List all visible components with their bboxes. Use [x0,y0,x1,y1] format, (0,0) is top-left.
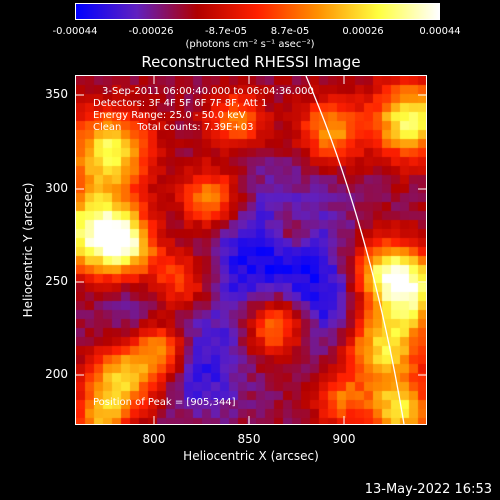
plot-area: 3-Sep-2011 06:00:40.000 to 06:04:36.000 … [75,75,427,425]
y-tick-label: 350 [45,87,68,101]
x-tick-label: 850 [237,432,261,446]
colorbar-tick-label: -0.00026 [128,26,174,37]
plot-overlay [76,76,426,424]
plot-timestamp: 13-May-2022 16:53 [364,482,492,497]
x-tick-label: 900 [332,432,356,446]
rhessi-image-heatmap [76,76,426,424]
energy-range-annotation: Energy Range: 25.0 - 50.0 keV [93,110,246,121]
tick-marks [76,76,426,424]
y-tick-label: 300 [45,181,68,195]
y-axis-label: Heliocentric Y (arcsec) [21,182,35,318]
x-axis-label: Heliocentric X (arcsec) [183,449,319,463]
time-range-annotation: 3-Sep-2011 06:00:40.000 to 06:04:36.000 [102,86,314,97]
colorbar-tick-label: 8.7e-05 [270,26,310,37]
solar-limb-line [305,76,405,424]
colorbar-units: (photons cm⁻² s⁻¹ asec⁻²) [185,39,315,50]
colorbar-tick-label: -0.00044 [52,26,98,37]
peak-position-annotation: Position of Peak = [905,344] [93,397,236,408]
detectors-annotation: Detectors: 3F 4F 5F 6F 7F 8F, Att 1 [93,98,268,109]
colorbar-tick-label: 0.00044 [419,26,461,37]
method-counts-annotation: Clean Total counts: 7.39E+03 [93,122,254,133]
y-tick-label: 250 [45,274,68,288]
colorbar-tick-label: 0.00026 [342,26,384,37]
colorbar [75,3,440,20]
y-tick-label: 200 [45,367,68,381]
plot-title: Reconstructed RHESSI Image [141,53,361,71]
colorbar-tick-label: -8.7e-05 [205,26,247,37]
x-tick-label: 800 [142,432,166,446]
